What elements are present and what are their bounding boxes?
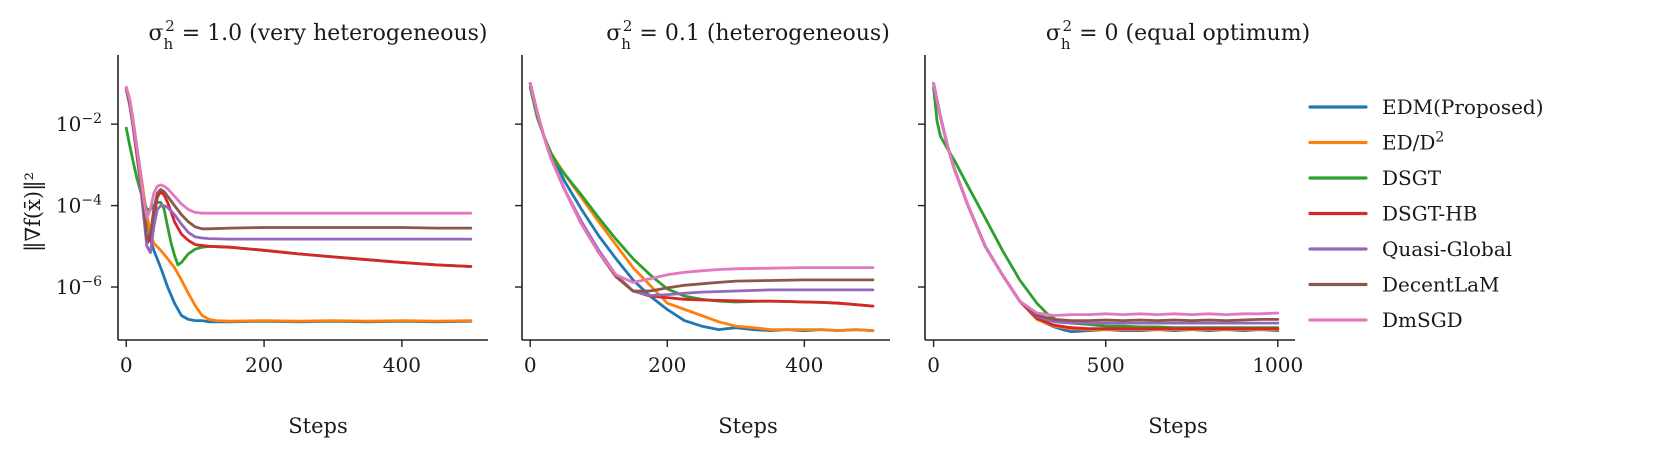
series-dsgt-hb bbox=[932, 82, 1280, 331]
x-tick-label: 500 bbox=[1087, 353, 1125, 377]
x-tick-label: 200 bbox=[648, 353, 686, 377]
x-tick-label: 200 bbox=[245, 353, 283, 377]
legend-label: Quasi-Global bbox=[1382, 237, 1512, 261]
y-axis-label: ‖∇f(x̄)‖² bbox=[21, 172, 46, 252]
series-ed-d- bbox=[124, 86, 473, 323]
series-decentlam bbox=[932, 82, 1280, 323]
series-dmsgd bbox=[528, 82, 875, 284]
x-tick-label: 1000 bbox=[1252, 353, 1303, 377]
x-tick-label: 400 bbox=[785, 353, 823, 377]
x-tick-label: 400 bbox=[383, 353, 421, 377]
legend: EDM(Proposed) ED/D2 DSGT DSGT-HB Quasi-Globa… bbox=[1308, 95, 1544, 332]
panel-2-plot: 0 200 400 bbox=[515, 55, 890, 377]
y-tick-label: 10−6 bbox=[56, 274, 102, 299]
series-dsgt bbox=[528, 86, 875, 308]
x-tick-label: 0 bbox=[524, 353, 537, 377]
panel-2-title: σh2 = 0.1 (heterogeneous) bbox=[606, 17, 890, 53]
series-dsgt bbox=[124, 126, 473, 268]
y-tick-label: 10−2 bbox=[56, 111, 102, 136]
series-edm-proposed- bbox=[528, 82, 875, 333]
panel-2: σh2 = 0.1 (heterogeneous) 0 200 400 Steps bbox=[515, 17, 890, 438]
series-dmsgd bbox=[932, 82, 1280, 317]
panel-3-xlabel: Steps bbox=[1148, 414, 1207, 438]
series-decentlam bbox=[528, 82, 875, 293]
panel-3: σh2 = 0 (equal optimum) 0 500 1000 Steps bbox=[918, 17, 1310, 438]
panel-3-title: σh2 = 0 (equal optimum) bbox=[1046, 17, 1310, 53]
x-tick-label: 0 bbox=[927, 353, 940, 377]
legend-label: ED/D2 bbox=[1382, 130, 1444, 155]
legend-label: DSGT-HB bbox=[1382, 202, 1477, 226]
series-quasi-global bbox=[528, 82, 875, 297]
panel-1-plot: 0 200 400 10−2 10−4 10−6 bbox=[56, 55, 488, 377]
series-dmsgd bbox=[124, 86, 473, 220]
panel-1-xlabel: Steps bbox=[288, 414, 347, 438]
series-decentlam bbox=[124, 87, 473, 241]
series-quasi-global bbox=[932, 82, 1280, 325]
series-ed-d- bbox=[932, 82, 1280, 332]
panel-1-title: σh2 = 1.0 (very heterogeneous) bbox=[148, 17, 487, 53]
legend-label: DmSGD bbox=[1382, 308, 1463, 332]
panel-1: σh2 = 1.0 (very heterogeneous) 0 200 400 10… bbox=[56, 17, 488, 438]
legend-label: EDM(Proposed) bbox=[1382, 95, 1544, 119]
legend-label: DecentLaM bbox=[1382, 273, 1500, 297]
y-tick-label: 10−4 bbox=[56, 193, 102, 218]
legend-label: DSGT bbox=[1382, 166, 1442, 190]
panel-3-plot: 0 500 1000 bbox=[918, 55, 1303, 377]
series-edm-proposed- bbox=[932, 82, 1280, 334]
series-dsgt bbox=[932, 86, 1280, 330]
x-tick-label: 0 bbox=[120, 353, 133, 377]
panel-2-xlabel: Steps bbox=[718, 414, 777, 438]
series-edm-proposed- bbox=[124, 86, 473, 324]
